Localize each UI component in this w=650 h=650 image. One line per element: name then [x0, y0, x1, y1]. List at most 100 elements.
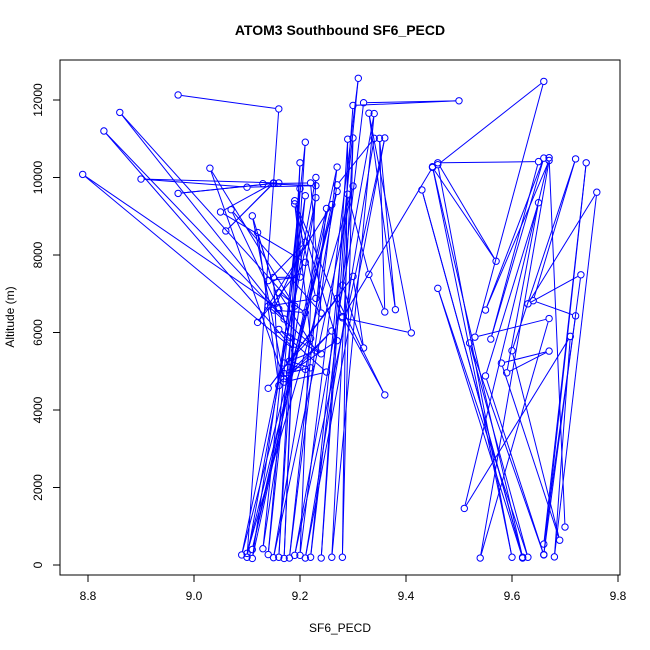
series-line-segment: [289, 212, 327, 555]
series-line-segment: [310, 186, 322, 310]
y-tick-label: 8000: [31, 241, 45, 268]
data-point: [333, 336, 341, 345]
data-point: [476, 554, 484, 562]
plot-layer: [79, 74, 601, 563]
data-point: [540, 77, 548, 86]
data-point: [306, 364, 315, 372]
series-line-segment: [486, 205, 538, 373]
series-line-segment: [536, 301, 573, 316]
series-line-segment: [438, 291, 528, 554]
series-line-segment: [345, 318, 408, 333]
data-point: [275, 325, 283, 334]
series-line-segment: [331, 141, 354, 554]
series-line-segment: [105, 133, 293, 348]
data-point: [174, 91, 182, 99]
data-point: [296, 185, 304, 193]
data-point: [259, 180, 267, 188]
data-point: [296, 159, 304, 167]
data-point: [349, 272, 357, 281]
data-point: [338, 281, 347, 289]
data-point: [481, 306, 490, 314]
x-axis-label: SF6_PECD: [309, 621, 371, 635]
data-point: [317, 309, 325, 317]
data-point: [291, 346, 299, 355]
data-point: [306, 553, 315, 561]
data-point: [524, 300, 532, 308]
series-line-segment: [475, 84, 544, 334]
data-point: [428, 162, 437, 171]
data-point: [593, 188, 601, 196]
data-point: [370, 134, 378, 143]
data-point: [418, 186, 426, 194]
series-line-segment: [353, 279, 364, 345]
data-point: [269, 306, 278, 314]
series-line-segment: [280, 295, 315, 348]
data-point: [291, 197, 299, 205]
series-line-segment: [369, 116, 412, 330]
data-point: [487, 335, 495, 343]
series-line-segment: [287, 368, 308, 374]
series-line-segment: [533, 162, 576, 298]
data-point: [280, 378, 288, 386]
data-point: [534, 157, 543, 166]
data-point: [545, 156, 553, 165]
data-point: [301, 138, 309, 146]
data-point: [243, 183, 251, 191]
data-point: [248, 545, 257, 554]
data-point: [322, 368, 331, 376]
data-point: [301, 238, 309, 246]
data-point: [365, 270, 373, 279]
series-line-segment: [292, 342, 335, 372]
data-point: [301, 365, 309, 374]
data-point: [285, 369, 294, 377]
series-line-segment: [289, 170, 338, 555]
series-line-segment: [144, 178, 244, 188]
y-tick-label: 10000: [31, 160, 45, 194]
data-point: [248, 212, 257, 220]
y-tick-label: 4000: [31, 396, 45, 423]
plot-area-box: [59, 59, 621, 576]
data-point: [333, 294, 341, 303]
series-line-segment: [379, 141, 386, 309]
data-point: [582, 159, 590, 167]
series-line-segment: [486, 379, 544, 552]
series-line-segment: [343, 288, 363, 345]
data-point: [407, 329, 415, 337]
data-point: [365, 109, 373, 117]
series-line-segment: [294, 207, 311, 335]
data-point: [222, 227, 230, 235]
series-line-segment: [439, 165, 495, 259]
data-point: [391, 305, 400, 314]
series-line-segment: [210, 171, 284, 376]
series-line-segment: [506, 206, 539, 370]
data-point: [216, 208, 225, 216]
data-point: [243, 549, 251, 558]
data-point: [503, 369, 511, 377]
data-point: [291, 200, 299, 208]
data-point: [285, 554, 294, 562]
data-point: [344, 135, 352, 143]
series-line-segment: [273, 188, 337, 555]
data-point: [545, 154, 553, 162]
data-point: [540, 540, 548, 548]
series-line-segment: [181, 182, 276, 194]
data-point: [550, 553, 559, 561]
series-line-segment: [271, 298, 313, 307]
data-point: [280, 369, 288, 378]
data-point: [280, 374, 288, 383]
data-point: [375, 134, 384, 143]
data-point: [571, 312, 580, 320]
series-line-segment: [270, 244, 304, 279]
data-point: [285, 333, 294, 341]
series-line-segment: [422, 193, 523, 555]
series-line-segment: [512, 162, 575, 348]
series-line-segment: [320, 142, 348, 555]
data-point: [561, 523, 569, 531]
data-point: [465, 339, 474, 347]
series-line-segment: [343, 170, 432, 315]
series-line-segment: [266, 182, 308, 185]
series-line-segment: [121, 114, 283, 317]
series-line-segment: [85, 176, 277, 308]
data-point: [556, 536, 564, 544]
series-line-segment: [252, 219, 284, 376]
